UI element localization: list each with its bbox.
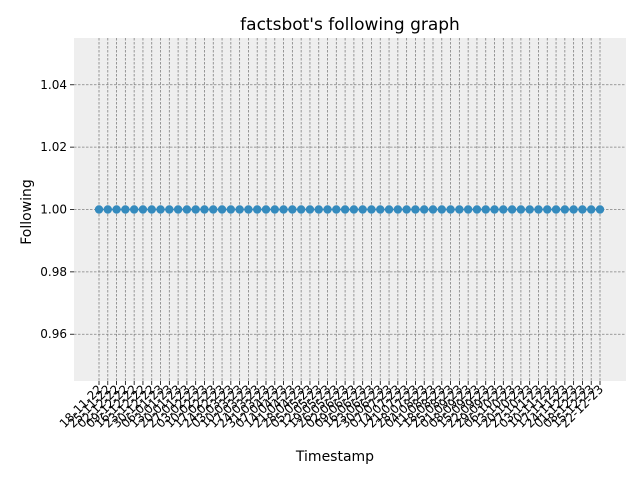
y-axis-label: Following: [19, 179, 35, 245]
data-point: [147, 205, 156, 214]
data-point: [490, 205, 499, 214]
data-point: [138, 205, 148, 214]
data-point: [103, 205, 112, 214]
data-point: [244, 205, 253, 214]
data-point: [587, 205, 596, 214]
data-point: [129, 205, 139, 214]
data-point: [112, 205, 121, 214]
data-point: [94, 205, 104, 214]
data-point: [393, 205, 403, 214]
data-point: [411, 205, 420, 214]
data-point: [472, 205, 482, 214]
data-point: [253, 205, 262, 214]
data-point: [209, 205, 218, 214]
data-point: [226, 205, 236, 214]
data-point: [165, 205, 174, 214]
data-point: [182, 205, 192, 214]
data-point: [270, 205, 279, 214]
y-tick-label: 0.96: [40, 327, 67, 341]
data-point: [525, 205, 534, 214]
data-point: [595, 205, 605, 214]
x-axis-ticks: 18-11-2225-11-2202-12-2209-12-2216-12-22…: [57, 381, 606, 431]
data-point: [402, 205, 411, 214]
data-point: [384, 205, 394, 214]
data-point: [296, 205, 306, 214]
data-point: [428, 205, 438, 214]
y-tick-label: 0.98: [40, 265, 67, 279]
x-axis-label: Timestamp: [295, 449, 374, 465]
data-point: [463, 205, 473, 214]
data-point: [349, 205, 359, 214]
data-point: [261, 205, 271, 214]
chart-title: factsbot's following graph: [240, 15, 460, 35]
data-point: [578, 205, 587, 214]
data-series: [94, 205, 605, 214]
data-point: [455, 205, 464, 214]
data-point: [420, 205, 429, 214]
data-point: [288, 205, 297, 214]
data-point: [358, 205, 367, 214]
data-point: [191, 205, 200, 214]
data-point: [446, 205, 455, 214]
data-point: [560, 205, 570, 214]
data-point: [121, 205, 130, 214]
data-point: [437, 205, 446, 214]
data-point: [507, 205, 517, 214]
data-point: [217, 205, 227, 214]
data-point: [173, 205, 183, 214]
data-point: [543, 205, 552, 214]
data-point: [551, 205, 561, 214]
data-point: [314, 205, 323, 214]
data-point: [323, 205, 332, 214]
data-point: [376, 205, 385, 214]
data-point: [200, 205, 209, 214]
y-tick-label: 1.02: [40, 140, 67, 154]
y-tick-label: 1.04: [40, 78, 67, 92]
data-point: [235, 205, 244, 214]
data-point: [534, 205, 543, 214]
data-point: [332, 205, 341, 214]
data-point: [481, 205, 490, 214]
data-point: [569, 205, 578, 214]
data-point: [279, 205, 288, 214]
data-point: [367, 205, 376, 214]
data-point: [499, 205, 508, 214]
data-point: [340, 205, 350, 214]
data-point: [305, 205, 315, 214]
data-point: [156, 205, 165, 214]
y-tick-label: 1.00: [40, 203, 67, 217]
data-point: [516, 205, 526, 214]
y-axis-ticks: 0.96 0.98 1.00 1.02 1.04: [40, 78, 74, 341]
